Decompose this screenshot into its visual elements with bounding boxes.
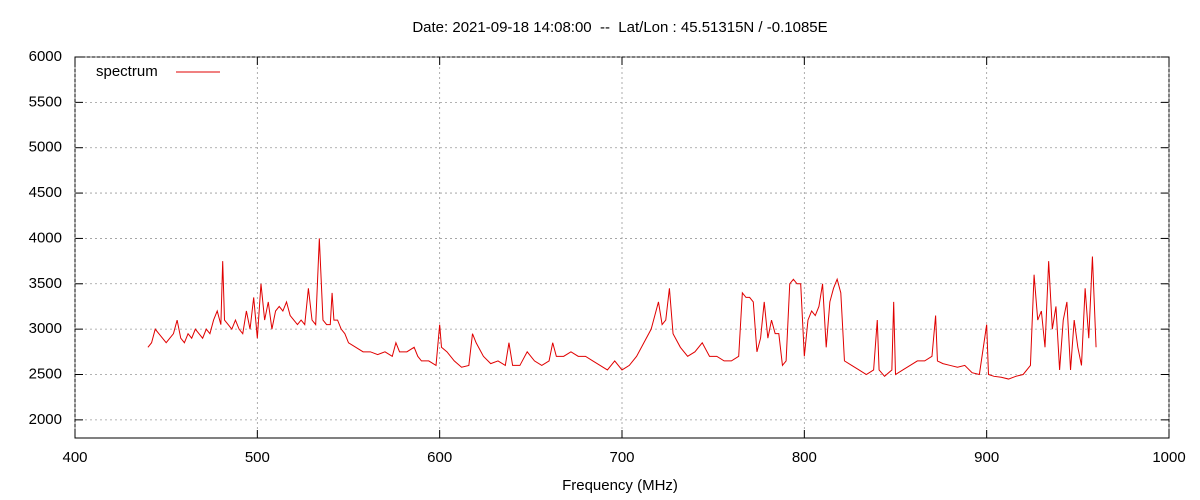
x-tick-label: 900: [974, 449, 999, 466]
x-tick-label: 800: [792, 449, 817, 466]
x-tick-label: 1000: [1152, 449, 1185, 466]
y-tick-label: 4500: [29, 184, 62, 201]
y-tick-label: 6000: [29, 48, 62, 65]
y-tick-label: 5500: [29, 93, 62, 110]
y-tick-label: 3000: [29, 320, 62, 337]
x-tick-label: 500: [245, 449, 270, 466]
x-tick-label: 600: [427, 449, 452, 466]
x-tick-label: 700: [609, 449, 634, 466]
y-tick-label: 2500: [29, 365, 62, 382]
y-tick-label: 2000: [29, 411, 62, 428]
y-tick-label: 5000: [29, 139, 62, 156]
chart-title: Date: 2021-09-18 14:08:00 -- Lat/Lon : 4…: [412, 19, 827, 36]
x-axis-label: Frequency (MHz): [562, 477, 678, 494]
y-tick-label: 3500: [29, 275, 62, 292]
y-tick-label: 4000: [29, 229, 62, 246]
spectrum-line: [147, 238, 1097, 380]
x-tick-label: 400: [62, 449, 87, 466]
legend-label: spectrum: [96, 63, 158, 80]
